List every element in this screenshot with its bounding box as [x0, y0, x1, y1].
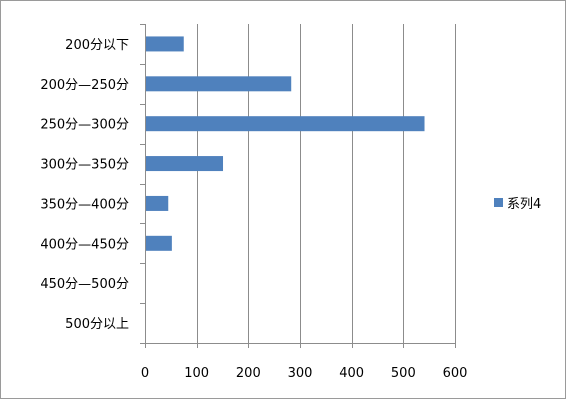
x-tick-label-600: 600 — [443, 366, 468, 381]
x-tick-label-100: 100 — [184, 366, 209, 381]
bar-4 — [146, 195, 169, 211]
x-tick-label-500: 500 — [391, 366, 416, 381]
y-tick-label-4: 350分—400分 — [40, 197, 129, 212]
y-tick-label-6: 450分—500分 — [40, 277, 129, 292]
y-tick-label-3: 300分—350分 — [40, 158, 129, 173]
y-tick-label-7: 500分以上 — [65, 317, 129, 332]
tick-labels: 0 100 200 300 400 500 600 200分以下 200分—250分 250分—3… — [40, 38, 467, 381]
y-tick-label-0: 200分以下 — [65, 38, 129, 53]
legend: 系列4 — [494, 197, 541, 212]
bar-2 — [146, 116, 425, 132]
y-tick-label-1: 200分—250分 — [40, 78, 129, 93]
x-tick-label-400: 400 — [339, 366, 364, 381]
x-tick-label-300: 300 — [288, 366, 313, 381]
grid-lines — [197, 24, 456, 343]
legend-label-series-4: 系列4 — [507, 197, 541, 212]
bar-0 — [146, 36, 184, 52]
axes — [140, 24, 456, 348]
bar-1 — [146, 76, 292, 92]
x-tick-label-200: 200 — [236, 366, 261, 381]
x-tick-label-0: 0 — [141, 366, 149, 381]
legend-swatch-series-4 — [494, 198, 503, 207]
y-tick-label-5: 400分—450分 — [40, 237, 129, 252]
bar-5 — [146, 235, 172, 251]
y-tick-label-2: 250分—300分 — [40, 118, 129, 133]
bars — [146, 36, 425, 251]
bar-3 — [146, 156, 224, 172]
